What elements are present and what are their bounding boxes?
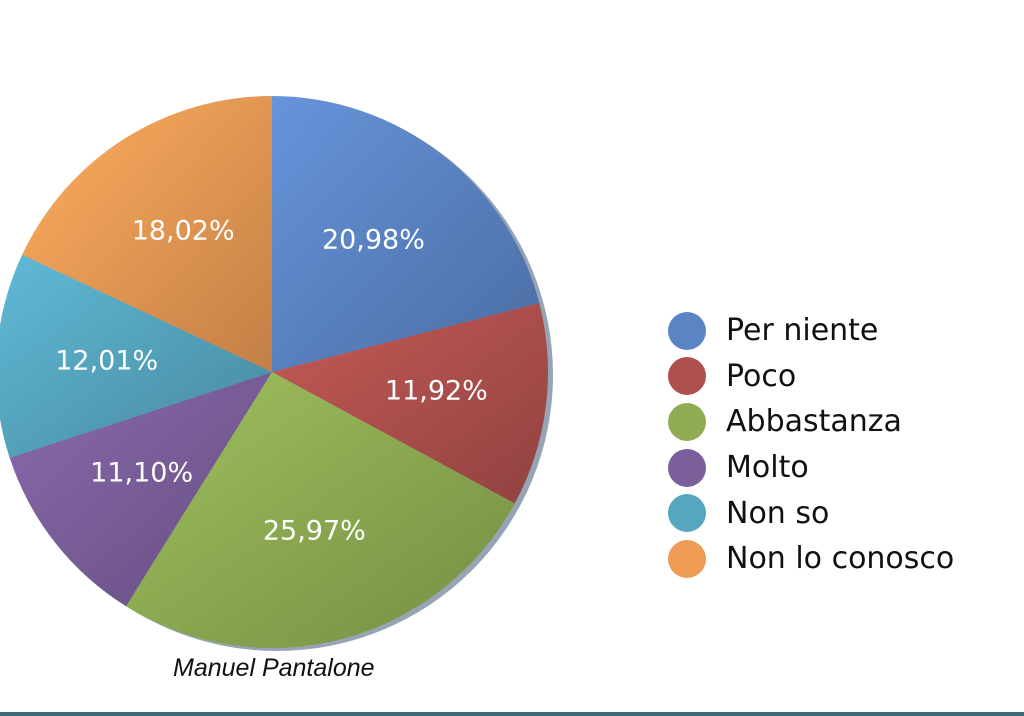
- legend-item: Poco: [668, 354, 954, 400]
- slice-percentage-label: 11,10%: [90, 458, 193, 489]
- legend-label: Abbastanza: [726, 404, 902, 440]
- slice-percentage-label: 20,98%: [322, 225, 425, 256]
- legend-item: Per niente: [668, 308, 954, 354]
- legend-swatch: [668, 539, 706, 578]
- legend-swatch: [668, 402, 706, 441]
- legend-swatch: [668, 357, 706, 396]
- slice-percentage-label: 11,92%: [385, 376, 488, 407]
- pie-slice: [22, 96, 273, 372]
- slice-percentage-label: 12,01%: [55, 345, 158, 376]
- legend-item: Non lo conosco: [668, 536, 954, 582]
- bottom-divider: [0, 712, 1024, 716]
- legend-swatch: [668, 494, 706, 533]
- legend-swatch: [668, 311, 706, 350]
- legend-item: Non so: [668, 490, 954, 536]
- pie-slice: [0, 254, 272, 458]
- legend-label: Non so: [726, 495, 830, 531]
- legend-label: Non lo conosco: [726, 541, 955, 577]
- legend-swatch: [668, 448, 706, 487]
- legend-item: Abbastanza: [668, 399, 954, 445]
- pie-slice: [9, 372, 272, 607]
- chart-legend: Per niente Poco Abbastanza Molto Non so Non l…: [668, 308, 954, 582]
- pie-slice: [272, 96, 540, 372]
- slice-percentage-label: 25,97%: [263, 516, 366, 547]
- legend-label: Poco: [726, 358, 797, 394]
- pie-slice: [272, 303, 549, 504]
- author-caption: Manuel Pantalone: [173, 654, 375, 682]
- legend-label: Per niente: [726, 313, 879, 349]
- slice-percentage-label: 18,02%: [132, 216, 235, 247]
- legend-label: Molto: [726, 450, 809, 486]
- legend-item: Molto: [668, 445, 954, 491]
- pie-slice: [126, 372, 515, 648]
